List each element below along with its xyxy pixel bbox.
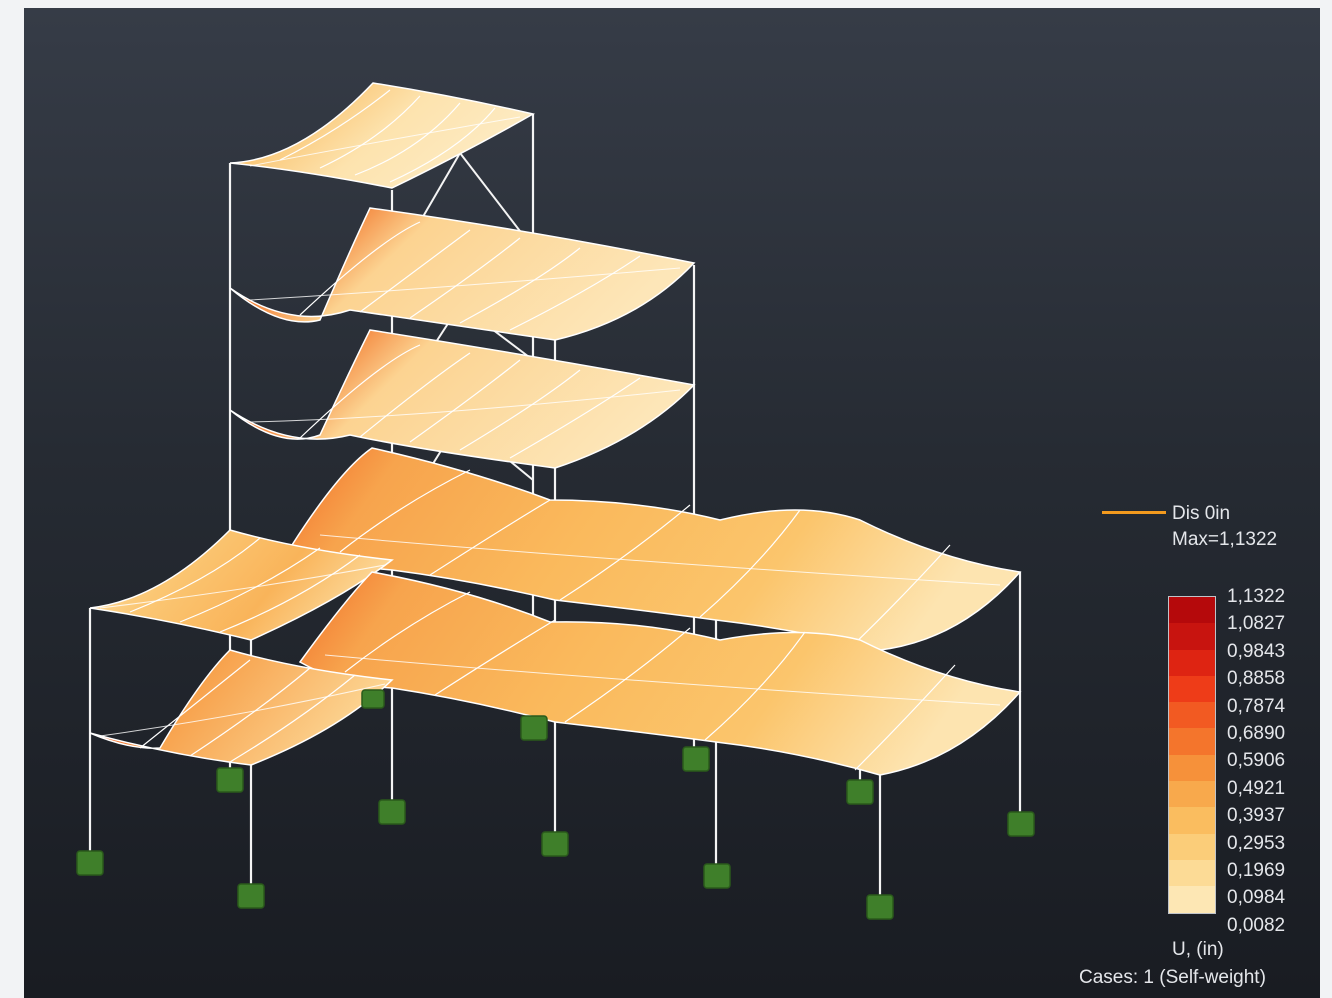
unit-label: U, (in) [1172, 939, 1224, 960]
color-scale-swatch [1169, 728, 1215, 755]
support-icon [703, 863, 731, 889]
supports [76, 689, 1035, 920]
slab-level-2-left [89, 529, 394, 641]
color-scale-swatch [1169, 649, 1215, 676]
color-scale-swatch [1169, 833, 1215, 860]
support-icon [237, 883, 265, 909]
support-icon [216, 767, 244, 793]
color-scale-value: 0,8858 [1227, 668, 1286, 690]
slab-roof [229, 82, 536, 189]
model-viewport[interactable]: Dis 0in Max=1,1322 1,1322 1,0827 0,9843 0,8… [24, 8, 1320, 998]
slab-level-2 [290, 447, 1022, 651]
color-scale [1168, 596, 1216, 914]
support-icon [541, 831, 569, 857]
color-scale-value: 0,0082 [1227, 914, 1286, 936]
slab-level-4 [229, 207, 696, 341]
legend-max-label: Max=1,1322 [1172, 529, 1278, 550]
color-scale-swatch [1169, 675, 1215, 703]
color-scale-swatch [1169, 597, 1215, 624]
color-scale-value: 0,0984 [1227, 887, 1286, 909]
color-scale-value: 0,6890 [1227, 722, 1286, 744]
color-scale-value: 0,3937 [1227, 805, 1286, 827]
color-scale-swatch [1169, 781, 1215, 808]
color-scale-swatch [1169, 754, 1215, 782]
color-scale-swatch [1169, 859, 1215, 887]
color-scale-value: 0,1969 [1227, 859, 1286, 881]
structure-model[interactable] [24, 8, 1320, 998]
color-scale-swatch [1169, 702, 1215, 729]
support-icon [361, 689, 385, 709]
color-scale-value: 0,4921 [1227, 777, 1286, 799]
support-icon [378, 799, 406, 825]
displacement-line-sample [1102, 511, 1166, 514]
color-scale-value: 0,7874 [1227, 695, 1286, 717]
color-scale-swatch [1169, 623, 1215, 650]
support-icon [846, 779, 874, 805]
support-icon [866, 894, 894, 920]
color-scale-value: 1,0827 [1227, 613, 1286, 635]
support-icon [682, 746, 710, 772]
color-scale-value: 0,5906 [1227, 750, 1286, 772]
slab-level-1-left [89, 649, 394, 766]
slab-level-3 [229, 329, 696, 469]
color-scale-value: 0,9843 [1227, 640, 1286, 662]
support-icon [1007, 811, 1035, 837]
support-icon [520, 715, 548, 741]
legend-line-label: Dis 0in [1172, 503, 1231, 524]
color-scale-values: 1,1322 1,0827 0,9843 0,8858 0,7874 0,6890 0,59… [1227, 583, 1285, 939]
cases-label: Cases: 1 (Self-weight) [1079, 967, 1266, 988]
color-scale-value: 1,1322 [1227, 586, 1286, 607]
color-scale-swatch [1169, 807, 1215, 834]
color-scale-swatch [1169, 886, 1215, 913]
support-icon [76, 850, 104, 876]
color-scale-value: 0,2953 [1227, 832, 1286, 854]
